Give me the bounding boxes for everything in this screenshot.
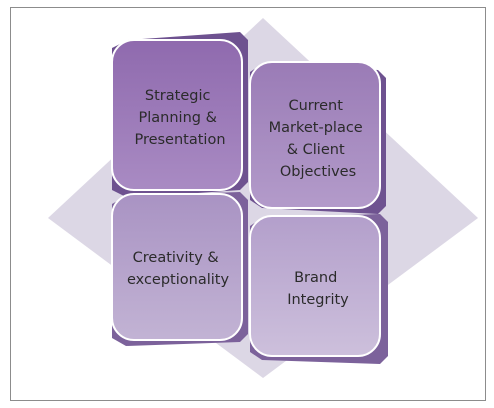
tile-top-right: Current Market-place & Client Objectives: [249, 61, 386, 214]
tile-top-right-line-3: & Client: [287, 142, 345, 158]
tile-bottom-right-line-2: Integrity: [287, 292, 349, 308]
tile-bottom-right-text: Brand Integrity: [287, 270, 349, 308]
tile-top-left-line-2: Planning &: [139, 110, 217, 126]
tile-bottom-right-line-1: Brand: [294, 270, 337, 286]
tile-bottom-left-text: Creativity & exceptionality: [127, 250, 229, 288]
tile-bottom-left-line-1: Creativity &: [133, 250, 219, 266]
tile-bottom-left: Creativity & exceptionality: [111, 192, 248, 346]
tile-top-left-line-3: Presentation: [134, 132, 225, 148]
tile-top-right-line-2: Market-place: [269, 120, 363, 136]
tile-top-left: Strategic Planning & Presentation: [111, 32, 248, 198]
tile-bottom-right: Brand Integrity: [249, 214, 388, 364]
tile-top-left-text: Strategic Planning & Presentation: [134, 88, 225, 148]
tile-bottom-left-line-2: exceptionality: [127, 272, 229, 288]
tile-top-left-line-1: Strategic: [145, 88, 211, 104]
tile-top-right-line-4: Objectives: [280, 164, 356, 180]
tile-top-right-line-1: Current: [288, 98, 343, 114]
tile-top-right-text: Current Market-place & Client Objectives: [269, 98, 368, 180]
